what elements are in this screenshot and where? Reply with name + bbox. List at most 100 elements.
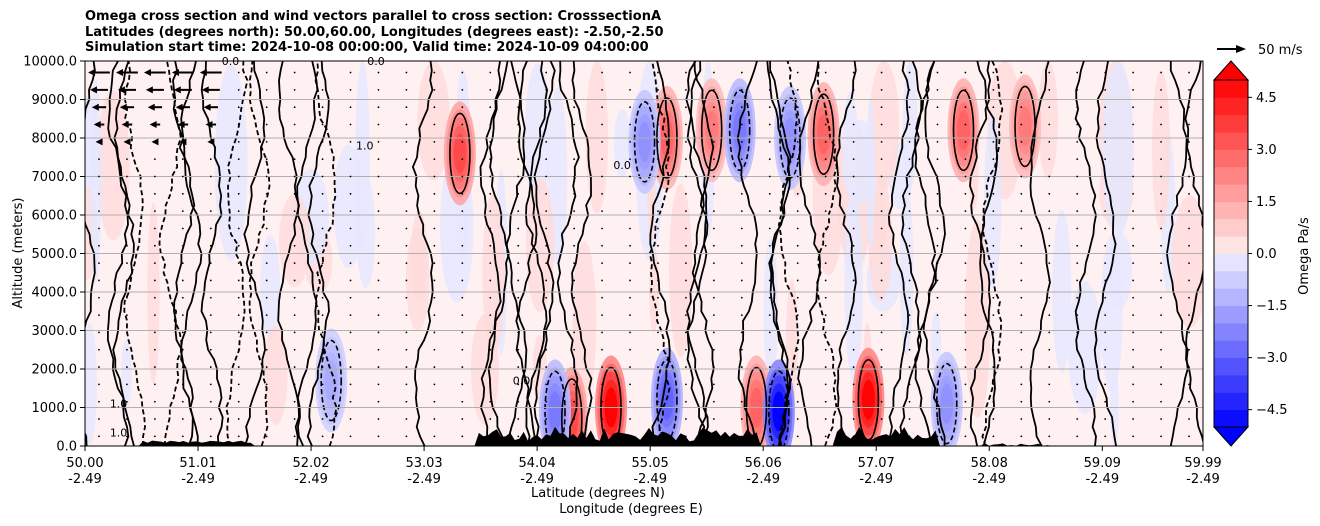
wind-vector-dot bbox=[461, 262, 464, 265]
wind-vector-dot bbox=[1160, 175, 1162, 178]
wind-vector-dot bbox=[126, 279, 128, 282]
wind-vector-dot bbox=[1160, 435, 1162, 438]
colorbar-level bbox=[1214, 392, 1248, 411]
wind-vector-head bbox=[95, 138, 103, 146]
wind-vector-dot bbox=[992, 192, 995, 195]
omega-fill-streak bbox=[89, 79, 102, 283]
wind-vector-dot bbox=[824, 140, 827, 143]
wind-vector-dot bbox=[657, 314, 659, 316]
y-tick-label: 10000.0 bbox=[23, 55, 77, 70]
omega-fill-streak bbox=[333, 144, 364, 269]
wind-vector-dot bbox=[852, 244, 855, 247]
wind-vector-dot bbox=[545, 383, 548, 386]
wind-vector-dot bbox=[265, 227, 268, 230]
wind-vector-dot bbox=[740, 348, 743, 351]
wind-vector-dot bbox=[740, 366, 743, 368]
wind-vector-dot bbox=[1104, 88, 1107, 91]
wind-vector-dot bbox=[740, 106, 743, 109]
wind-vector-dot bbox=[433, 123, 436, 126]
wind-vector-dot bbox=[349, 71, 352, 74]
feature-contour bbox=[768, 370, 790, 446]
wind-vector-dot bbox=[517, 123, 520, 126]
wind-vector-dot bbox=[740, 435, 743, 438]
wind-vector-dot bbox=[1188, 262, 1190, 265]
omega-negative-cell bbox=[638, 121, 651, 162]
wind-vector-dot bbox=[1076, 348, 1079, 351]
wind-vector-dot bbox=[405, 383, 408, 386]
wind-vector-dot bbox=[629, 331, 631, 334]
wind-vector-head bbox=[89, 86, 97, 94]
feature-contour bbox=[812, 93, 835, 175]
wind-vector-dot bbox=[936, 140, 939, 143]
wind-vector-dot bbox=[265, 435, 268, 438]
wind-vector-dot bbox=[573, 175, 576, 178]
terrain bbox=[85, 426, 1203, 446]
wind-vector-dot bbox=[601, 314, 603, 316]
wind-vector-dot bbox=[880, 331, 883, 334]
wind-vector-dot bbox=[489, 279, 492, 282]
wind-vector-dot bbox=[1076, 314, 1079, 316]
wind-vector-dot bbox=[237, 314, 240, 316]
wind-vector-dot bbox=[657, 140, 659, 143]
wind-vector-dot bbox=[321, 418, 324, 420]
wind-vector-dot bbox=[405, 366, 408, 368]
wind-vector-dot bbox=[1160, 71, 1162, 74]
wind-vector-dot bbox=[964, 210, 967, 213]
negative-contour-line bbox=[248, 61, 271, 446]
wind-vector-dot bbox=[126, 227, 128, 230]
wind-vector-dot bbox=[293, 366, 296, 368]
wind-vector-dot bbox=[1160, 262, 1162, 265]
wind-vector-dot bbox=[796, 435, 799, 438]
wind-vector-dot bbox=[265, 192, 268, 195]
wind-vector-dot bbox=[712, 175, 715, 178]
wind-vector-dot bbox=[1076, 400, 1079, 403]
wind-vector-dot bbox=[153, 192, 156, 195]
wind-vector-dot bbox=[685, 244, 687, 247]
wind-vector-dot bbox=[405, 244, 408, 247]
wind-vector-dot bbox=[98, 192, 100, 195]
wind-vector-dot bbox=[657, 418, 659, 420]
wind-vector-dot bbox=[265, 296, 268, 299]
wind-vector-dot bbox=[405, 175, 408, 178]
wind-vector-dot bbox=[405, 88, 408, 91]
wind-vector-dot bbox=[349, 435, 352, 438]
wind-vector-dot bbox=[740, 158, 743, 161]
x-tick-label-lat: 56.06 bbox=[745, 456, 782, 471]
wind-vector-dot bbox=[126, 418, 128, 420]
wind-vector-dot bbox=[237, 175, 240, 178]
wind-vector-dot bbox=[461, 106, 464, 109]
wind-vector-dot bbox=[908, 71, 911, 74]
wind-vector-dot bbox=[405, 227, 408, 230]
x-tick-label-lat: 51.01 bbox=[179, 456, 216, 471]
wind-vector-dot bbox=[461, 296, 464, 299]
wind-vector-dot bbox=[265, 71, 268, 74]
wind-vector-dot bbox=[1188, 158, 1190, 161]
omega-fill-streak bbox=[214, 65, 248, 261]
wind-vector-dot bbox=[796, 331, 799, 334]
wind-vector-dot bbox=[992, 227, 995, 230]
wind-vector-dot bbox=[573, 279, 576, 282]
y-tick-label: 4000.0 bbox=[32, 286, 78, 301]
wind-vector-dot bbox=[852, 331, 855, 334]
omega-positive-cell bbox=[1018, 106, 1032, 147]
wind-vector-dot bbox=[1048, 314, 1051, 316]
wind-vector-dot bbox=[1104, 296, 1107, 299]
wind-vector-dot bbox=[1048, 158, 1051, 161]
wind-vector-dot bbox=[321, 296, 324, 299]
colorbar-level bbox=[1214, 80, 1248, 98]
wind-vector-dot bbox=[98, 175, 100, 178]
wind-vector-dot bbox=[461, 192, 464, 195]
wind-vector-dot bbox=[601, 383, 603, 386]
wind-vector-dot bbox=[1188, 88, 1190, 91]
wind-vector-dot bbox=[349, 175, 352, 178]
negative-contour-line bbox=[981, 61, 1004, 446]
wind-vector-dot bbox=[1020, 227, 1023, 230]
wind-vector-dot bbox=[1188, 296, 1190, 299]
wind-vector-dot bbox=[964, 106, 967, 109]
wind-vector-dot bbox=[908, 314, 911, 316]
wind-vector-dot bbox=[321, 175, 324, 178]
wind-vector-dot bbox=[461, 366, 464, 368]
wind-vector-dot bbox=[657, 348, 659, 351]
wind-vector-dot bbox=[237, 348, 240, 351]
wind-vector-dot bbox=[489, 123, 492, 126]
